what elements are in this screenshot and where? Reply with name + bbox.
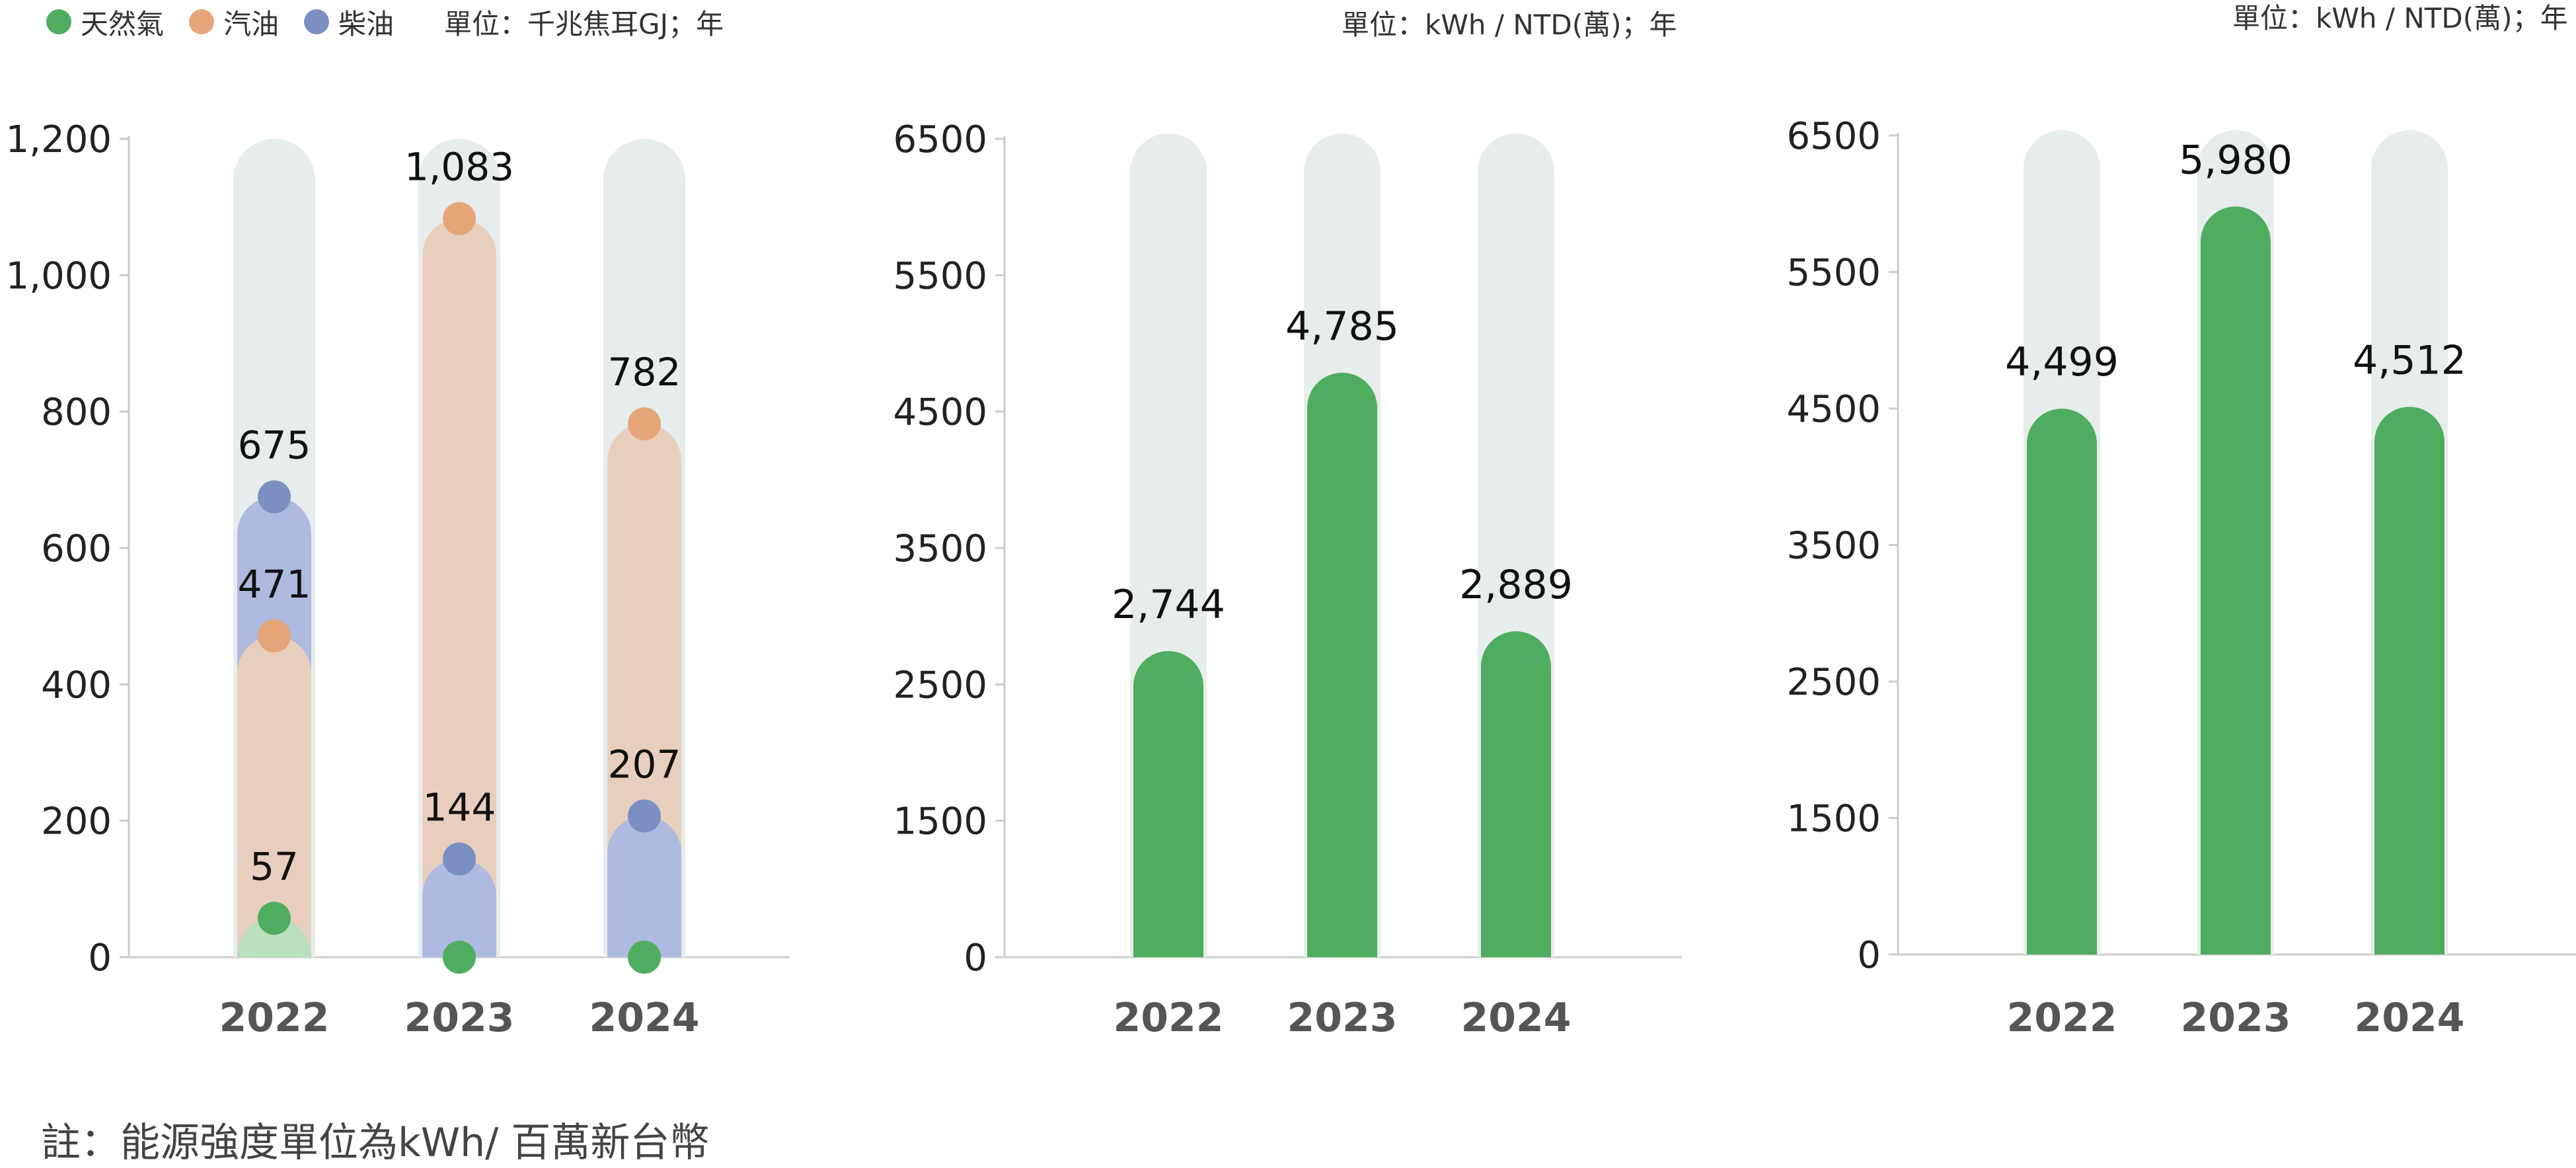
chart3-y-tick-label: 5500 <box>1786 252 1881 295</box>
chart1-point-natural-gas <box>628 941 661 974</box>
legend-item-gasoline: 汽油 <box>189 2 279 42</box>
chart1-data-label: 675 <box>238 423 311 468</box>
chart2-data-label: 2,744 <box>1112 582 1225 628</box>
chart1-y-tick-label: 800 <box>41 391 112 434</box>
chart1-point-diesel <box>258 480 291 514</box>
chart2-y-tick-label: 3500 <box>893 527 987 570</box>
chart1-y-tick-label: 0 <box>88 937 112 980</box>
chart3-y-tick-label: 1500 <box>1786 798 1881 841</box>
chart3-y-tick-label: 4500 <box>1786 388 1881 431</box>
chart3-unit-label: 單位：kWh / NTD(萬)；年 <box>2232 2 2568 34</box>
chart1-point-gasoline <box>443 202 476 235</box>
legend-label-gasoline: 汽油 <box>223 7 280 40</box>
legend: 天然氣 汽油 柴油 單位：千兆焦耳GJ；年 <box>46 5 724 40</box>
chart2-bar <box>1133 650 1203 957</box>
chart2-y-tick-label: 0 <box>964 937 987 980</box>
chart1-point-diesel <box>443 842 476 876</box>
chart2-y-tick-label: 4500 <box>893 391 987 434</box>
chart1-bar-diesel <box>422 859 497 957</box>
chart1-bar-diesel <box>607 816 681 957</box>
chart2-x-tick-label: 2023 <box>1287 995 1398 1041</box>
chart3-y-tick-label: 6500 <box>1786 115 1881 158</box>
chart2-y-tick-label: 5500 <box>893 254 987 297</box>
chart1-point-natural-gas <box>258 902 291 935</box>
chart1-unit-label: 單位：千兆焦耳GJ；年 <box>444 7 724 40</box>
chart3-data-label: 5,980 <box>2179 137 2292 183</box>
chart3-bar <box>2201 206 2271 954</box>
chart1-data-label: 57 <box>250 844 299 889</box>
chart2-bar <box>1307 372 1377 957</box>
chart3-x-tick-label: 2023 <box>2181 995 2291 1041</box>
chart2-x-tick-label: 2022 <box>1114 995 1224 1041</box>
chart1-data-label: 144 <box>423 785 496 830</box>
legend-item-natural-gas: 天然氣 <box>46 2 164 42</box>
chart1-y-tick-label: 1,000 <box>6 254 112 297</box>
circle-icon <box>304 9 330 34</box>
chart1-data-label: 782 <box>608 350 681 395</box>
chart2-unit-label: 單位：kWh / NTD(萬)；年 <box>1342 9 1677 41</box>
chart2-data-label: 4,785 <box>1285 303 1399 350</box>
chart1-bar-natural-gas <box>237 918 311 957</box>
chart2-bar <box>1481 631 1551 957</box>
chart1-x-tick-label: 2023 <box>404 995 515 1041</box>
chart1-y-tick-label: 400 <box>41 664 112 707</box>
circle-icon <box>189 9 215 34</box>
chart1-point-natural-gas <box>443 941 476 974</box>
chart1-point-diesel <box>628 799 661 833</box>
chart3-bar <box>2374 407 2444 954</box>
legend-label-diesel: 柴油 <box>338 7 395 40</box>
legend-item-diesel: 柴油 <box>304 2 394 42</box>
chart3-y-tick-label: 0 <box>1857 934 1881 977</box>
chart2-x-tick-label: 2024 <box>1461 995 1572 1041</box>
chart3-y-tick-label: 2500 <box>1786 661 1881 704</box>
chart1-y-tick-label: 200 <box>41 800 112 843</box>
chart1-point-gasoline <box>258 619 291 653</box>
chart2-y-tick-label: 6500 <box>893 118 987 161</box>
chart3-bar <box>2027 409 2097 954</box>
legend-label-natural-gas: 天然氣 <box>81 7 165 40</box>
chart1-bar-gasoline <box>237 636 311 957</box>
chart3-data-label: 4,512 <box>2353 338 2466 384</box>
chart2-data-label: 2,889 <box>1459 562 1573 608</box>
chart3-x-tick-label: 2022 <box>2007 995 2117 1041</box>
chart1-data-label: 207 <box>608 742 681 787</box>
chart1-x-tick-label: 2024 <box>589 995 700 1041</box>
chart3-x-tick-label: 2024 <box>2355 995 2465 1041</box>
chart1-data-label: 471 <box>238 562 311 607</box>
chart1-data-label: 1,083 <box>404 145 514 190</box>
chart1-y-tick-label: 1,200 <box>6 118 112 161</box>
circle-icon <box>46 9 71 34</box>
chart1-point-gasoline <box>628 407 661 441</box>
chart1-x-tick-label: 2022 <box>219 995 330 1041</box>
chart1-y-tick-label: 600 <box>41 527 112 570</box>
chart3-y-tick-label: 3500 <box>1786 525 1881 568</box>
chart2-y-tick-label: 2500 <box>893 664 987 707</box>
chart1-bar-gasoline <box>422 218 497 957</box>
charts-svg: 0 200 400 600 800 1,000 1,200 57 471 675 2022 1,083… <box>6 115 2576 1041</box>
chart2-y-tick-label: 1500 <box>893 800 987 843</box>
footnote: 註：能源強度單位為kWh/ 百萬新台幣 <box>41 1120 710 1166</box>
chart3-data-label: 4,499 <box>2005 339 2119 385</box>
